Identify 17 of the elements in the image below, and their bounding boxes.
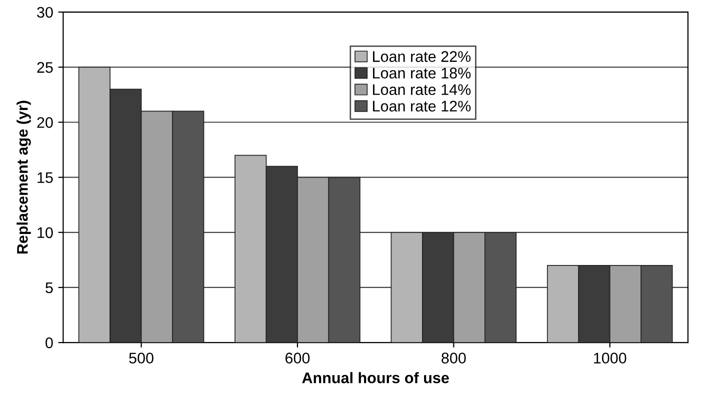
legend-label: Loan rate 22% bbox=[373, 51, 471, 62]
x-tick-label: 800 bbox=[442, 352, 466, 364]
legend-label: Loan rate 14% bbox=[373, 84, 471, 96]
y-tick-label: 0 bbox=[46, 337, 53, 348]
y-tick-label: 20 bbox=[37, 117, 53, 128]
y-tick-label: 10 bbox=[38, 227, 53, 238]
legend-label: Loan rate 12% bbox=[373, 100, 471, 112]
legend-label: Loan rate 18% bbox=[373, 68, 471, 79]
x-tick-label: 500 bbox=[129, 352, 154, 364]
y-tick-label: 30 bbox=[37, 6, 53, 18]
x-axis-title: Annual hours of use bbox=[302, 372, 449, 384]
x-tick-label: 1000 bbox=[594, 352, 626, 364]
x-tick-label: 600 bbox=[286, 352, 310, 364]
y-tick-label: 15 bbox=[38, 172, 53, 184]
y-tick-label: 25 bbox=[37, 62, 53, 73]
y-tick-label: 5 bbox=[46, 282, 53, 294]
y-axis-title: Replacement age (yr) bbox=[16, 100, 31, 254]
